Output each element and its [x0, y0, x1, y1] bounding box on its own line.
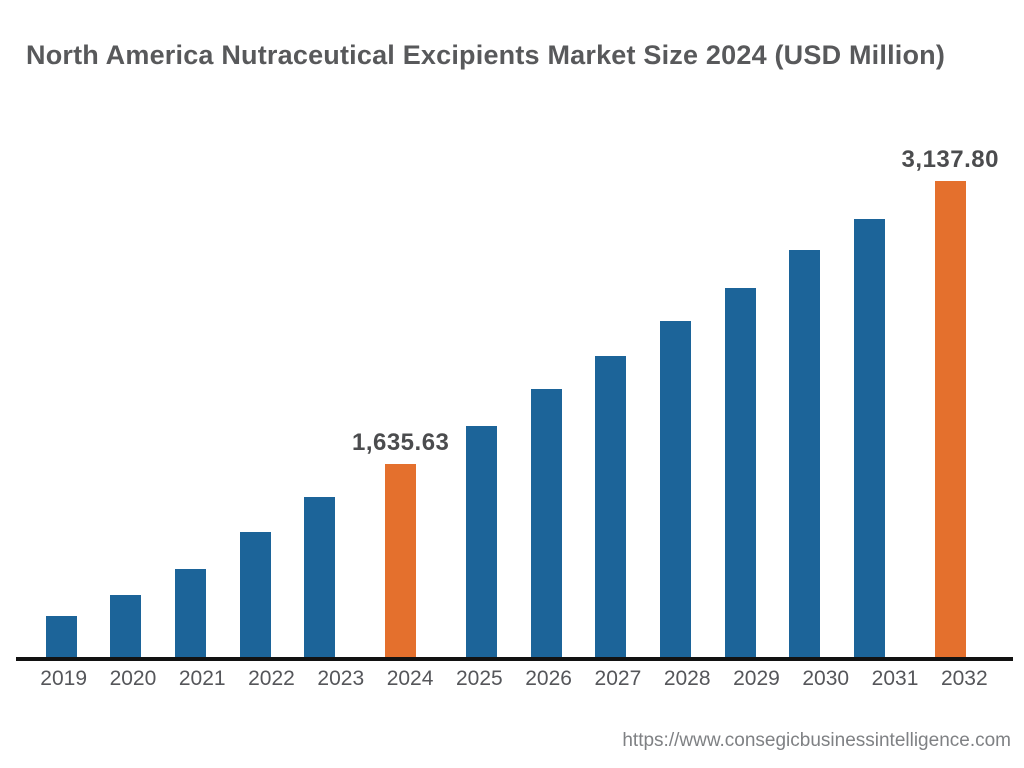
year-label-2023: 2023 [317, 667, 365, 690]
bar-column-2025 [449, 426, 514, 659]
x-axis-line [16, 657, 1013, 661]
bar-column-2022 [223, 532, 288, 659]
bar-column-2027 [579, 356, 644, 659]
bar-column-2029 [708, 288, 773, 659]
value-label-2024: 1,635.63 [351, 429, 450, 456]
year-label-2028: 2028 [663, 667, 711, 690]
year-labels-row: 2019 2020 2021 2022 2023 2024 2025 2026 2027 2028… [29, 667, 999, 691]
bar-2029 [724, 288, 756, 659]
bar-column-2023 [287, 497, 352, 659]
bar-2028 [659, 321, 691, 659]
bar-2025 [466, 426, 498, 659]
bar-2020 [110, 595, 142, 659]
bar-2024 [385, 464, 417, 659]
year-label-2030: 2030 [802, 667, 850, 690]
bar-2032 [934, 181, 966, 659]
footer-url-link[interactable]: https://www.consegicbusinessintelligence… [622, 730, 1011, 751]
bar-column-2030 [772, 250, 837, 659]
bar-2030 [789, 250, 821, 659]
bar-column-2021 [158, 569, 223, 659]
bar-2026 [530, 389, 562, 659]
bar-2023 [304, 497, 336, 659]
page-title: North America Nutraceutical Excipients M… [26, 40, 946, 70]
year-label-2020: 2020 [109, 667, 157, 690]
year-label-2024: 2024 [386, 667, 434, 690]
bar-2021 [174, 569, 206, 659]
year-label-2029: 2029 [733, 667, 780, 690]
year-label-2026: 2026 [525, 667, 572, 690]
bar-column-2019 [29, 616, 94, 659]
bar-2031 [853, 219, 885, 659]
bar-column-2024: 1,635.63 [352, 429, 449, 659]
bar-2027 [595, 356, 627, 659]
bar-column-2028 [643, 321, 708, 659]
year-label-2019: 2019 [40, 667, 87, 690]
bar-column-2020 [94, 595, 159, 659]
year-label-2032: 2032 [940, 667, 988, 690]
year-label-2027: 2027 [594, 667, 642, 690]
year-label-2022: 2022 [248, 667, 295, 690]
bar-2022 [239, 532, 271, 659]
year-label-2025: 2025 [455, 667, 503, 690]
bar-column-2032: 3,137.80 [902, 146, 999, 659]
bar-column-2026 [514, 389, 579, 659]
bars-row: 1,635.63 3,137.80 [29, 146, 999, 659]
year-label-2031: 2031 [871, 667, 919, 690]
bar-column-2031 [837, 219, 902, 659]
value-label-2032: 3,137.80 [901, 146, 999, 173]
year-label-2021: 2021 [178, 667, 226, 690]
bar-2019 [45, 616, 77, 659]
